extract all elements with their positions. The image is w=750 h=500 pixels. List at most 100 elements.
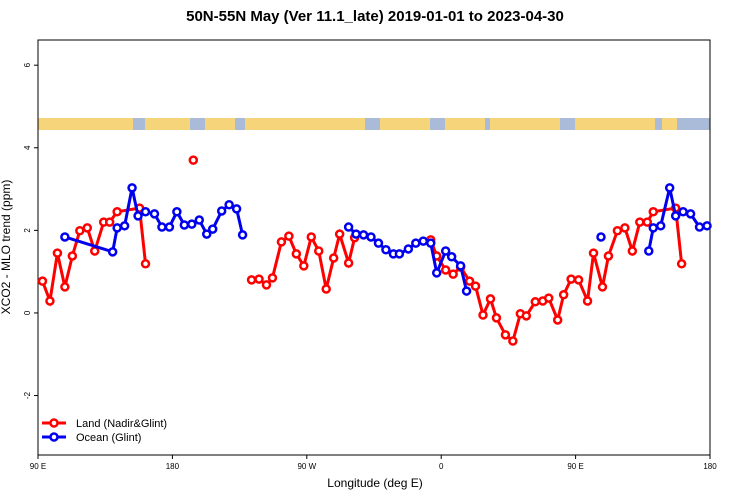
data-point [440,265,451,275]
x-tick-label: 90 E [30,462,46,471]
data-point [381,245,391,255]
data-point [573,275,584,285]
legend-label: Land (Nadir&Glint) [76,418,167,430]
data-point [112,223,122,233]
data-point [267,273,278,283]
data-point [620,223,630,233]
data-point [179,220,190,230]
data-point [112,207,122,217]
data-point [702,221,712,231]
data-point [306,232,317,242]
data-point [664,183,675,193]
x-tick-label: 90 W [297,462,316,471]
data-point [530,297,541,307]
data-point [596,232,606,242]
data-point [60,232,70,242]
y-tick-label: 2 [23,228,32,233]
data-point [642,217,653,227]
data-point [52,248,63,258]
data-point [678,207,688,217]
data-point [82,223,93,233]
data-point [224,200,234,210]
data-point [276,237,287,247]
data-point [328,253,339,263]
data-point [440,246,451,256]
data-point [246,275,257,285]
data-point [343,258,354,268]
data-point [231,204,242,214]
series-line [64,187,708,292]
data-point [676,259,687,269]
data-point [194,215,205,225]
data-point [75,226,85,236]
data-point [343,222,354,232]
data-point [464,276,475,286]
data-point [648,223,659,233]
data-point [216,206,227,216]
data-point [670,211,681,221]
data-point [500,330,511,340]
data-point [612,226,623,236]
data-point [627,246,638,256]
data-point [566,274,576,284]
data-point [254,274,264,284]
data-point [485,294,496,304]
plot-frame [37,39,711,456]
data-point [694,222,705,232]
data-point [461,286,472,296]
data-point [644,246,654,256]
data-point [394,249,405,259]
data-point [321,284,331,294]
data-point [448,269,458,279]
data-point [119,221,130,231]
data-point [635,217,645,227]
data-point [133,211,143,221]
data-point [588,248,599,258]
x-tick-label: 90 E [567,462,583,471]
data-point [104,217,115,227]
data-point [366,232,376,242]
data-point [334,229,345,239]
data-point [201,229,212,239]
x-axis-label: Longitude (deg E) [327,476,422,490]
data-point [351,229,361,239]
data-point [403,244,414,254]
data-point [552,315,563,325]
data-point [685,209,696,219]
data-point [543,293,554,303]
y-tick-label: 4 [23,145,32,150]
data-point [299,261,309,271]
data-point [37,276,48,286]
data-point [558,290,569,300]
data-point [164,222,175,232]
data-point [291,249,302,259]
data-point [107,247,118,257]
data-point [582,296,593,306]
data-point [45,296,55,306]
data-point [140,259,151,269]
data-point [446,252,457,262]
chart-title: 50N-55N May (Ver 11.1_late) 2019-01-01 t… [186,8,564,25]
data-point [284,231,294,241]
data-point [207,224,218,234]
y-tick-label: -2 [23,391,32,399]
x-tick-label: 180 [166,462,180,471]
data-point [237,230,248,240]
data-point [418,236,429,246]
data-point [478,310,488,320]
x-tick-label: 0 [439,462,444,471]
data-point [127,183,137,193]
data-point [67,251,78,261]
data-point [188,155,199,165]
x-tick-label: 180 [703,462,717,471]
data-point [140,207,151,217]
data-point [508,336,518,346]
data-point [358,230,369,240]
legend-label: Ocean (Glint) [76,432,141,444]
data-point [491,313,502,323]
data-point [313,246,324,256]
data-point [172,207,182,217]
legend-marker [49,432,59,442]
data-point [470,281,481,291]
